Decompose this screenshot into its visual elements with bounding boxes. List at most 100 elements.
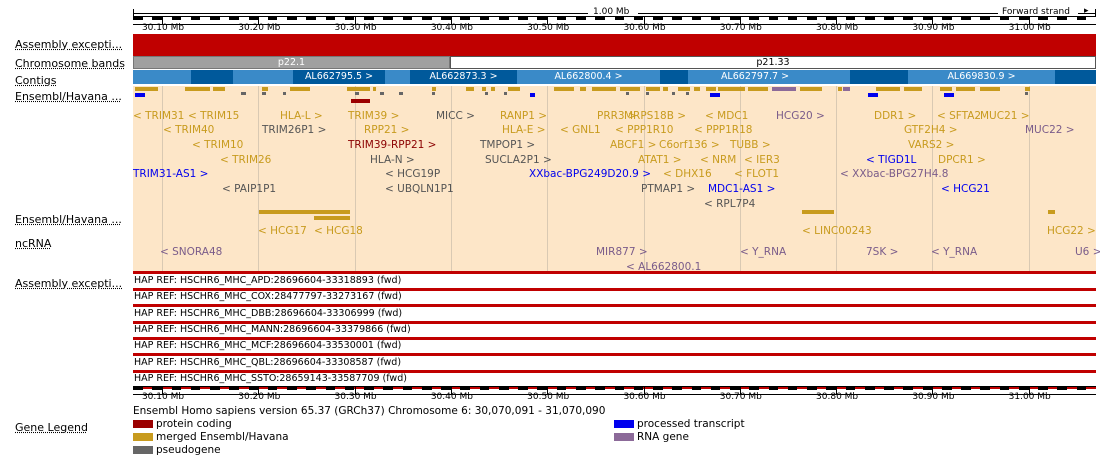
gene-label[interactable]: < TIGD1L bbox=[866, 154, 917, 166]
haplotype-bar[interactable] bbox=[133, 369, 1096, 373]
gene-feature[interactable] bbox=[1048, 210, 1055, 214]
track-label-chromosome-bands[interactable]: Chromosome bands bbox=[15, 57, 125, 70]
ncrna-label[interactable]: < AL662800.1 bbox=[626, 261, 702, 273]
gene-feature-rna[interactable] bbox=[772, 87, 796, 91]
gene-feature-pseudo[interactable] bbox=[485, 92, 488, 95]
gene-feature[interactable] bbox=[706, 87, 716, 91]
gene-label[interactable]: < SFTA2 bbox=[937, 110, 982, 122]
gene-label[interactable]: SUCLA2P1 > bbox=[485, 154, 552, 166]
gene-label[interactable]: PRR3 > bbox=[597, 110, 637, 122]
contig-segment[interactable] bbox=[660, 70, 688, 84]
gene-feature[interactable] bbox=[802, 210, 834, 214]
gene-label[interactable]: < MDC1 bbox=[705, 110, 749, 122]
gene-label[interactable]: MICC > bbox=[436, 110, 475, 122]
gene-label[interactable]: MUC22 > bbox=[1025, 124, 1075, 136]
gene-feature[interactable] bbox=[663, 87, 668, 91]
gene-feature[interactable] bbox=[876, 87, 900, 91]
haplotype-label[interactable]: HAP REF: HSCHR6_MHC_COX:28477797-3327316… bbox=[134, 291, 402, 303]
gene-feature[interactable] bbox=[980, 87, 1000, 91]
gene-feature[interactable] bbox=[491, 87, 495, 91]
gene-feature[interactable] bbox=[592, 87, 616, 91]
haplotype-bar[interactable] bbox=[133, 271, 1096, 274]
contig-label[interactable]: AL662797.7 > bbox=[720, 71, 790, 82]
haplotype-bar[interactable] bbox=[133, 320, 1096, 324]
gene-label[interactable]: MUC21 > bbox=[980, 110, 1030, 122]
gene-label[interactable]: XXbac-BPG249D20.9 > bbox=[529, 168, 651, 180]
gene-feature-pseudo[interactable] bbox=[241, 92, 246, 95]
contig-segment[interactable] bbox=[410, 70, 517, 84]
gene-label[interactable]: < HCG19P bbox=[385, 168, 441, 180]
track-label-assembly-exceptions-2[interactable]: Assembly excepti... bbox=[15, 277, 123, 290]
gene-feature-pseudo[interactable] bbox=[262, 92, 266, 95]
gene-label[interactable]: C6orf136 > bbox=[659, 139, 720, 151]
haplotype-label[interactable]: HAP REF: HSCHR6_MHC_MCF:28696604-3353000… bbox=[134, 340, 402, 352]
gene-label[interactable]: TRIM39 > bbox=[348, 110, 400, 122]
gene-feature[interactable] bbox=[800, 87, 822, 91]
gene-label[interactable]: TRIM31-AS1 > bbox=[133, 168, 209, 180]
haplotype-bar[interactable] bbox=[133, 288, 1096, 291]
gene-label[interactable]: < NRM bbox=[700, 154, 737, 166]
ncrna-label[interactable]: < Y_RNA bbox=[740, 246, 787, 258]
gene-label[interactable]: < PPP1R18 bbox=[694, 124, 753, 136]
ncrna-label[interactable]: 7SK > bbox=[866, 246, 899, 258]
gene-feature[interactable] bbox=[678, 87, 690, 91]
gene-feature-pseudo[interactable] bbox=[399, 92, 403, 95]
gene-feature[interactable] bbox=[718, 87, 745, 91]
gene-feature-blue[interactable] bbox=[135, 93, 145, 97]
gene-label[interactable]: < PPP1R10 bbox=[615, 124, 674, 136]
gene-label[interactable]: < HCG17 bbox=[258, 225, 307, 237]
ncrna-label[interactable]: MIR877 > bbox=[596, 246, 648, 258]
contig-label[interactable]: AL669830.9 > bbox=[947, 71, 1016, 82]
gene-feature-blue[interactable] bbox=[710, 93, 720, 97]
ncrna-label[interactable]: U6 > bbox=[1075, 246, 1100, 258]
gene-label[interactable]: < XXbac-BPG27H4.8 bbox=[840, 168, 949, 180]
gene-label[interactable]: HLA-L > bbox=[280, 110, 323, 122]
gene-label[interactable]: DPCR1 > bbox=[938, 154, 986, 166]
gene-label[interactable]: < GNL1 bbox=[560, 124, 601, 136]
gene-feature-pseudo[interactable] bbox=[672, 92, 675, 95]
gene-feature-pseudo[interactable] bbox=[686, 92, 689, 95]
gene-feature[interactable] bbox=[620, 87, 640, 91]
haplotype-label[interactable]: HAP REF: HSCHR6_MHC_APD:28696604-3331889… bbox=[134, 275, 402, 286]
contig-label[interactable]: AL662795.5 > bbox=[304, 71, 374, 82]
track-label-gene-legend[interactable]: Gene Legend bbox=[15, 421, 88, 434]
gene-label[interactable]: TMPOP1 > bbox=[480, 139, 536, 151]
gene-feature-pseudo[interactable] bbox=[504, 92, 507, 95]
gene-label[interactable]: < FLOT1 bbox=[734, 168, 780, 180]
gene-label[interactable]: < IER3 bbox=[744, 154, 780, 166]
gene-label[interactable]: MRPS18B > bbox=[624, 110, 687, 122]
gene-feature[interactable] bbox=[838, 87, 842, 91]
gene-feature-pseudo[interactable] bbox=[283, 92, 286, 95]
haplotype-label[interactable]: HAP REF: HSCHR6_MHC_MANN:28696604-333798… bbox=[134, 323, 411, 335]
gene-label[interactable]: RPP21 > bbox=[364, 124, 410, 136]
haplotype-label[interactable]: HAP REF: HSCHR6_MHC_DBB:28696604-3330699… bbox=[134, 307, 403, 319]
gene-label[interactable]: HCG22 > bbox=[1047, 225, 1096, 237]
gene-feature[interactable] bbox=[213, 87, 225, 91]
gene-label[interactable]: < TRIM10 bbox=[192, 139, 244, 151]
gene-label[interactable]: < TRIM15 bbox=[188, 110, 240, 122]
gene-feature[interactable] bbox=[646, 87, 660, 91]
haplotype-bar[interactable] bbox=[133, 304, 1096, 308]
gene-feature[interactable] bbox=[135, 87, 158, 91]
gene-label[interactable]: HCG20 > bbox=[776, 110, 825, 122]
gene-feature-pseudo[interactable] bbox=[626, 92, 629, 95]
gene-label[interactable]: < TRIM31 bbox=[133, 110, 185, 122]
gene-feature-blue[interactable] bbox=[944, 93, 954, 97]
gene-feature[interactable] bbox=[373, 87, 376, 91]
gene-label[interactable]: ATAT1 > bbox=[638, 154, 682, 166]
gene-feature[interactable] bbox=[290, 87, 310, 91]
gene-feature[interactable] bbox=[262, 87, 268, 91]
gene-label[interactable]: < LINC00243 bbox=[802, 225, 872, 237]
track-label-ncrna[interactable]: ncRNA bbox=[15, 237, 52, 250]
gene-label[interactable]: < UBQLN1P1 bbox=[385, 183, 454, 195]
gene-feature-pseudo[interactable] bbox=[432, 92, 435, 95]
track-label-ensembl-havana-2[interactable]: Ensembl/Havana ... bbox=[15, 213, 122, 226]
gene-feature[interactable] bbox=[554, 87, 574, 91]
gene-feature[interactable] bbox=[432, 87, 436, 91]
contig-segment[interactable] bbox=[191, 70, 233, 84]
contig-label[interactable]: AL662800.4 > bbox=[554, 71, 623, 82]
gene-feature[interactable] bbox=[904, 87, 922, 91]
gene-feature[interactable] bbox=[347, 87, 370, 91]
haplotype-label[interactable]: HAP REF: HSCHR6_MHC_QBL:28696604-3330858… bbox=[134, 356, 402, 368]
gene-feature-blue[interactable] bbox=[868, 93, 878, 97]
